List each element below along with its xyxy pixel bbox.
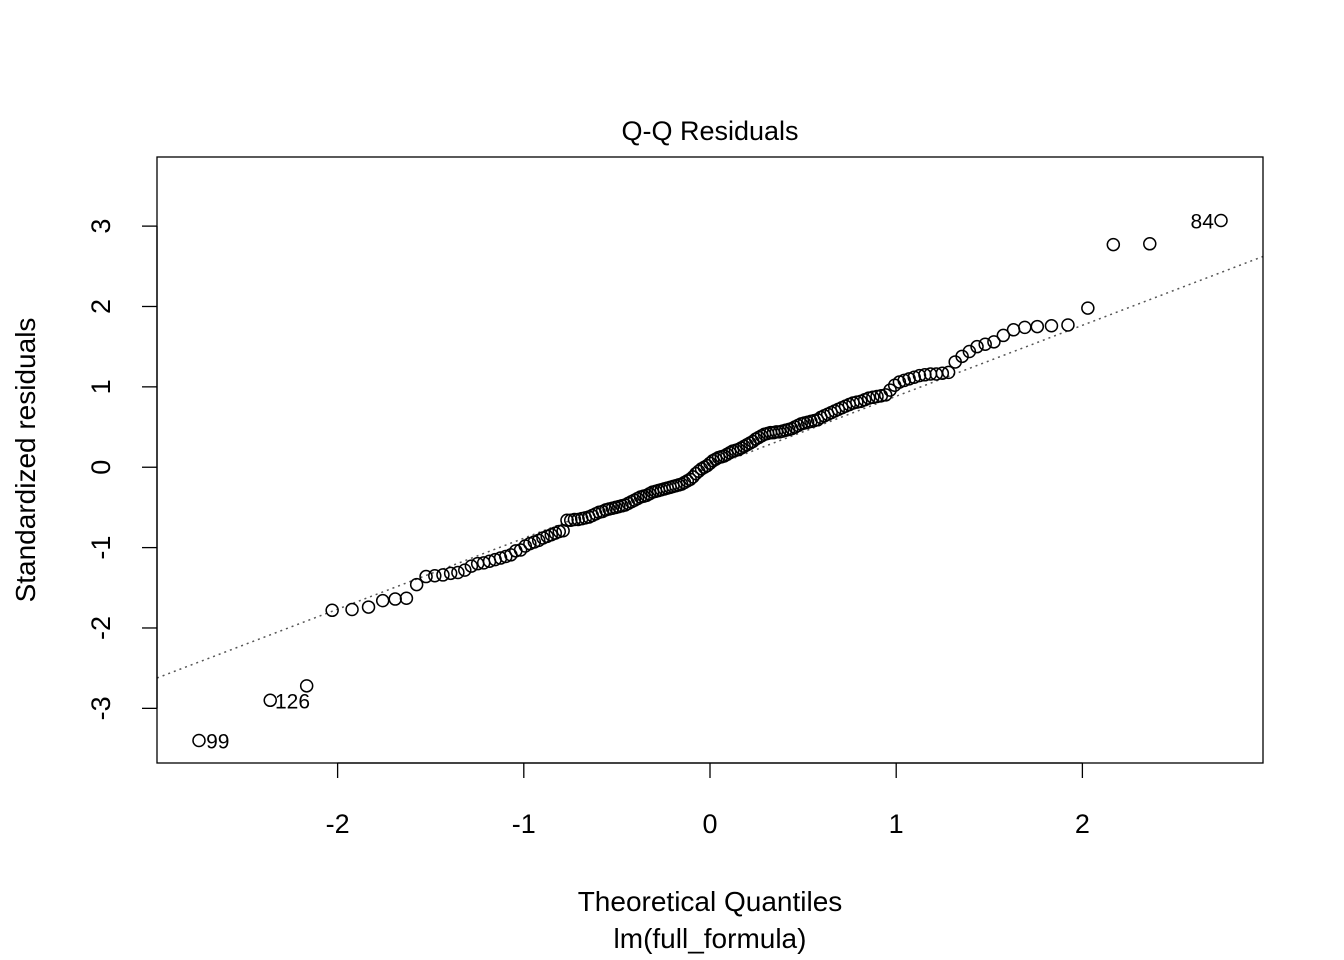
data-point <box>810 413 825 427</box>
x-tick-label: -1 <box>512 809 536 839</box>
data-point <box>1214 213 1228 228</box>
data-point <box>345 602 359 617</box>
point-annotation-84: 84 <box>1191 210 1215 233</box>
y-axis-label: Standardized residuals <box>10 318 41 603</box>
data-point <box>325 603 339 618</box>
x-axis: -2 -1 0 1 2 <box>326 762 1090 839</box>
data-point <box>419 569 433 584</box>
data-point <box>1061 318 1075 332</box>
point-annotation-126: 126 <box>275 690 310 713</box>
data-point <box>436 568 450 582</box>
data-point <box>1044 319 1059 333</box>
data-point <box>970 339 984 354</box>
y-tick-label: -1 <box>86 536 116 560</box>
data-point <box>399 591 414 605</box>
y-tick-label: 1 <box>86 379 116 394</box>
x-axis-label: Theoretical Quantiles <box>578 886 843 917</box>
data-point <box>935 366 950 380</box>
data-point <box>883 383 897 397</box>
x-tick-label: 0 <box>702 809 717 839</box>
data-point <box>1106 237 1121 252</box>
data-point <box>560 513 574 528</box>
chart-subtitle: lm(full_formula) <box>614 923 807 954</box>
data-point <box>1143 237 1157 251</box>
point-annotation-99: 99 <box>206 730 229 753</box>
data-point <box>464 559 479 573</box>
data-point <box>1030 319 1045 334</box>
data-point <box>299 679 314 693</box>
data-point <box>1081 301 1095 315</box>
data-point <box>451 565 465 580</box>
x-tick-label: -2 <box>326 809 350 839</box>
data-point <box>428 568 442 583</box>
data-point <box>941 365 956 380</box>
data-point <box>409 577 424 592</box>
data-point <box>513 543 528 557</box>
data-point <box>955 349 969 364</box>
data-point <box>878 388 893 402</box>
x-tick-label: 1 <box>889 809 904 839</box>
y-tick-label: 2 <box>86 299 116 314</box>
data-point <box>996 328 1011 343</box>
data-point <box>567 512 582 527</box>
data-point <box>361 600 376 614</box>
y-tick-label: 0 <box>86 460 116 475</box>
data-point <box>263 693 277 708</box>
y-axis: -3 -2 -1 0 1 2 3 <box>86 219 158 720</box>
points-layer <box>192 213 1228 748</box>
y-tick-label: -3 <box>86 696 116 720</box>
annotations-layer: 84 126 99 <box>206 210 1214 753</box>
y-tick-label: -2 <box>86 616 116 640</box>
y-tick-label: 3 <box>86 219 116 234</box>
data-point <box>978 337 992 352</box>
data-point <box>987 335 1001 349</box>
data-point <box>907 370 921 384</box>
data-point <box>962 344 977 359</box>
chart-title: Q-Q Residuals <box>621 116 798 146</box>
data-point <box>443 566 458 581</box>
data-point <box>458 563 472 577</box>
x-tick-label: 2 <box>1075 809 1090 839</box>
data-point <box>192 733 206 748</box>
